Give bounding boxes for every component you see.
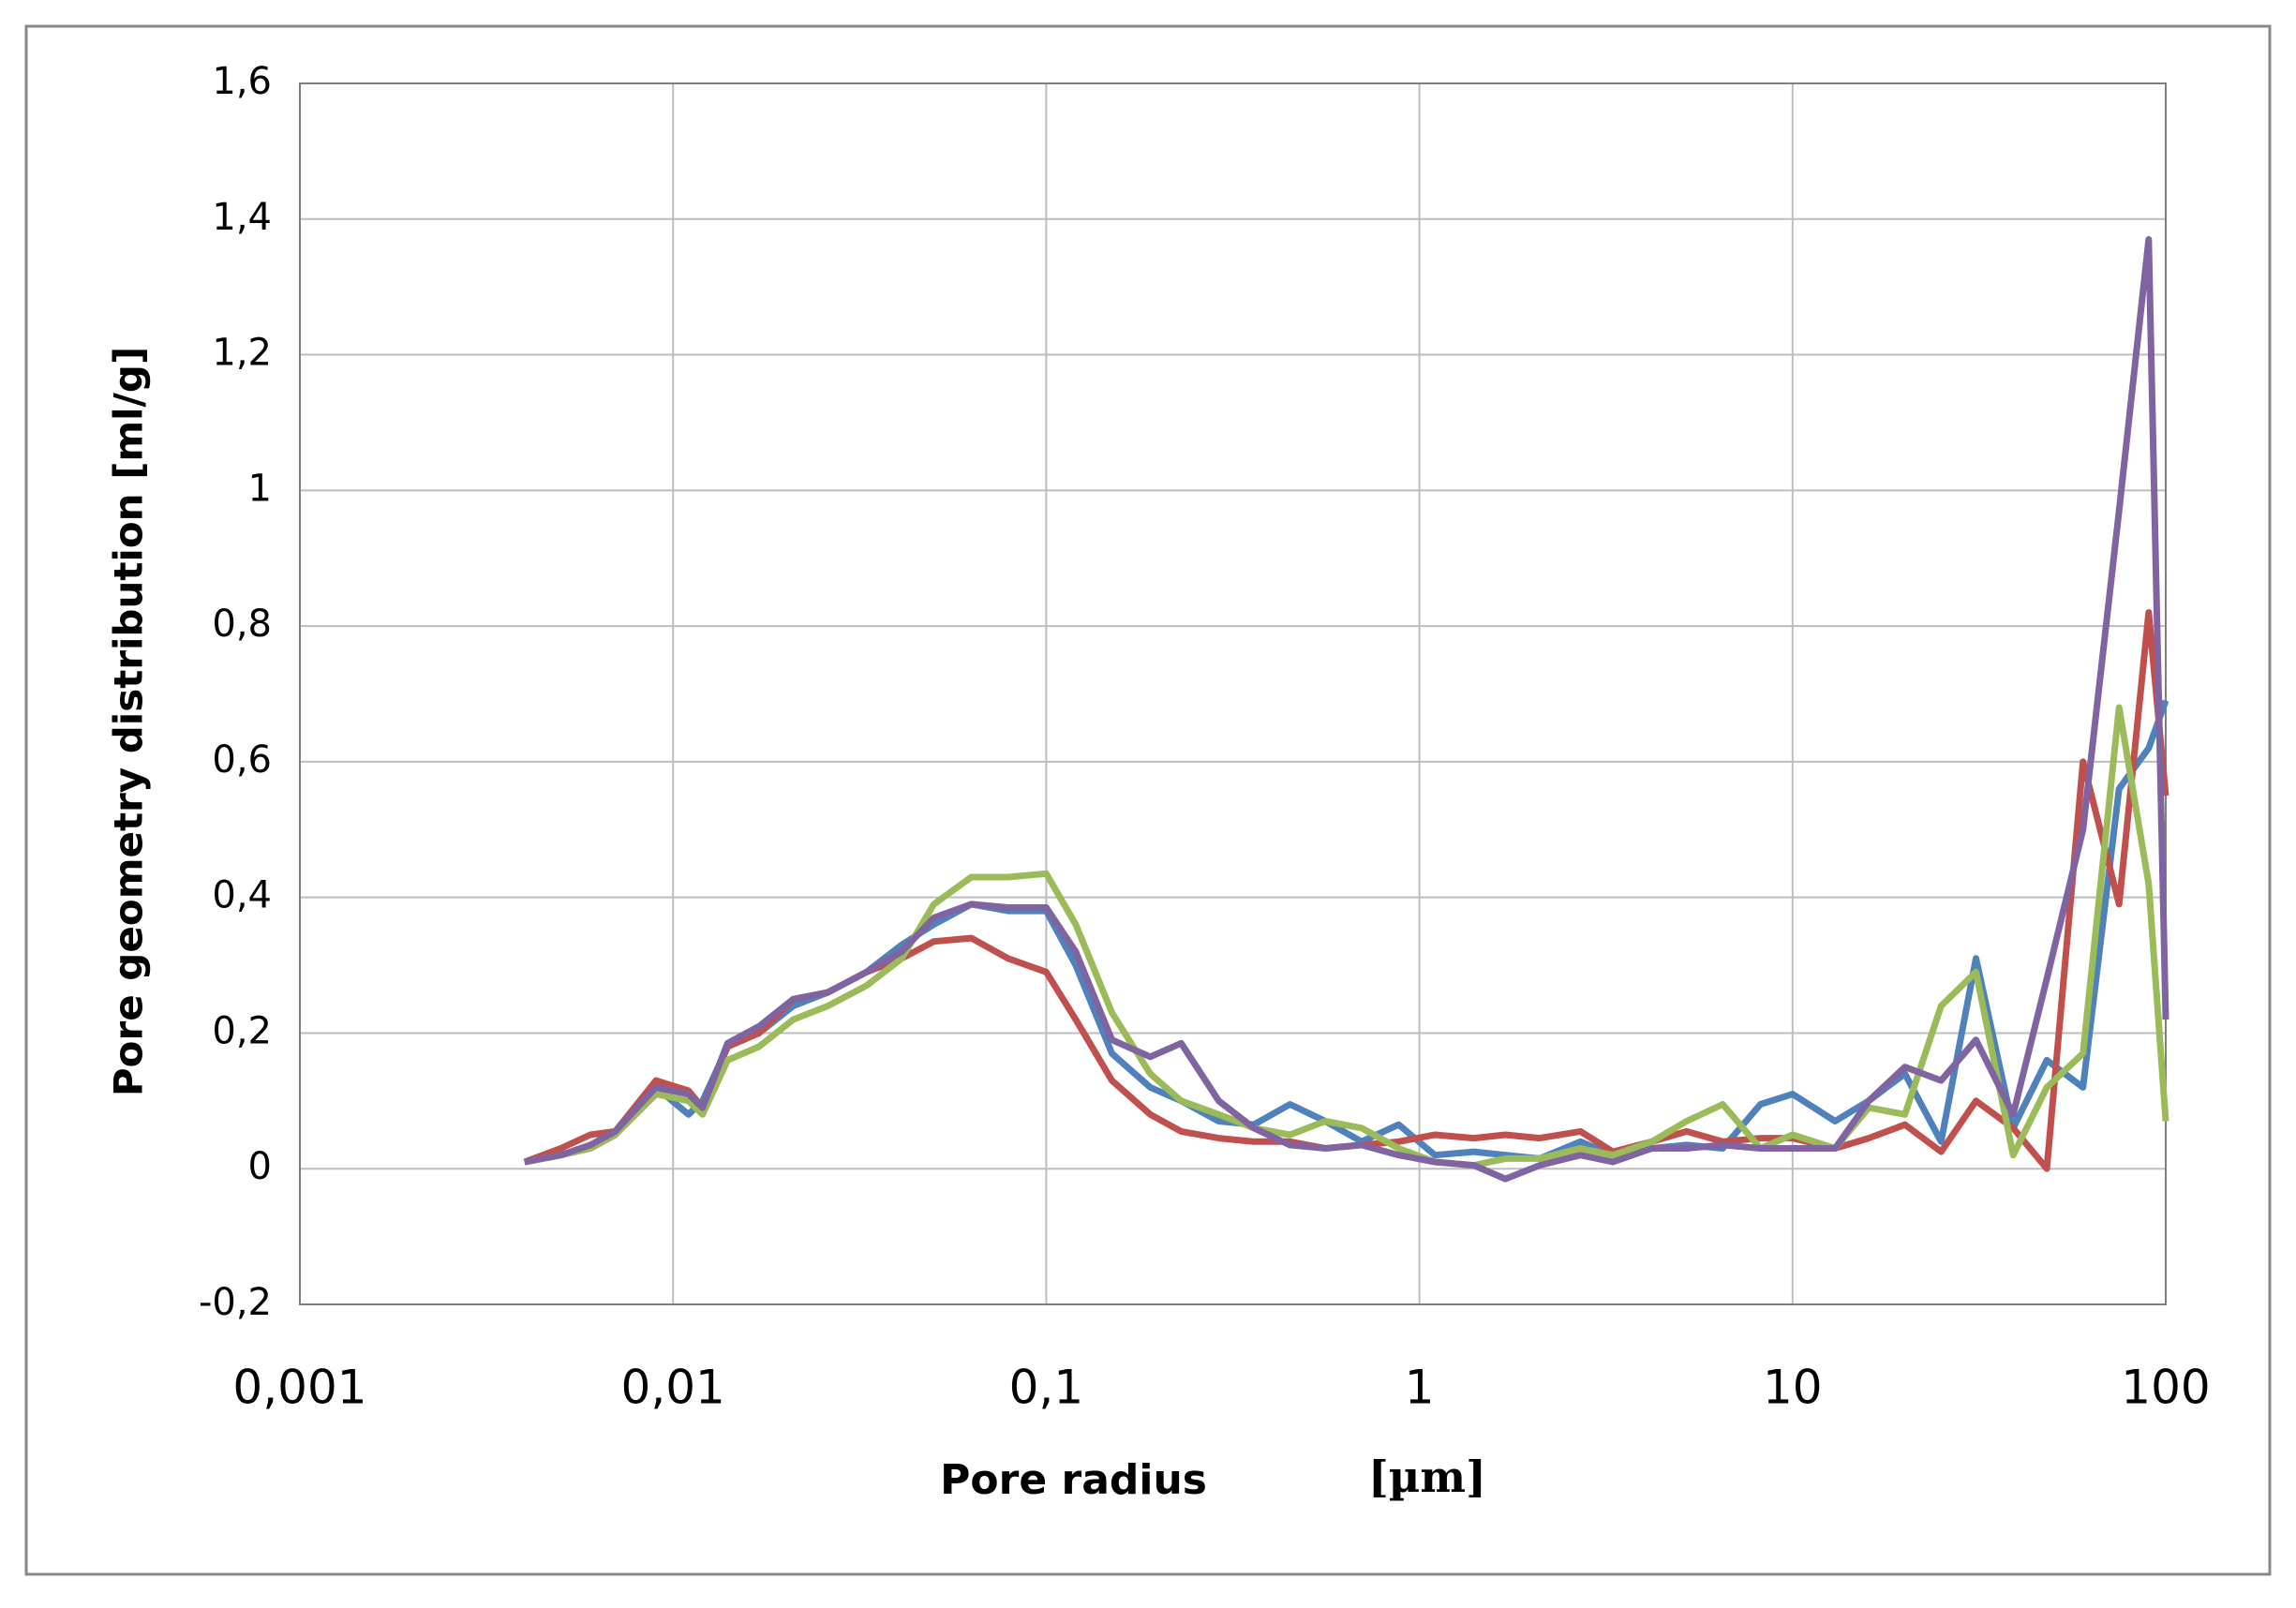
x-tick-label: 1 bbox=[1405, 1361, 1435, 1415]
y-tick-label: 1,6 bbox=[212, 60, 272, 103]
y-tick-label: -0,2 bbox=[199, 1281, 272, 1324]
y-tick-label: 0,6 bbox=[212, 738, 272, 782]
x-axis-unit: [µm] bbox=[1368, 1452, 1486, 1502]
plot-area bbox=[300, 83, 2166, 1304]
y-tick-label: 0,4 bbox=[212, 874, 272, 917]
y-tick-label: 0,8 bbox=[212, 603, 272, 646]
x-tick-label: 100 bbox=[2121, 1361, 2210, 1415]
x-tick-label: 0,01 bbox=[621, 1361, 725, 1415]
data-line bbox=[524, 704, 2169, 1169]
x-tick-label: 0,001 bbox=[232, 1361, 366, 1415]
y-tick-label: 1,4 bbox=[212, 196, 272, 239]
y-tick-label: 1 bbox=[248, 467, 272, 510]
x-tick-label: 10 bbox=[1763, 1361, 1823, 1415]
x-tick-label: 0,1 bbox=[1009, 1361, 1084, 1415]
y-axis-label: Pore geometry distribution [ml/g] bbox=[106, 347, 152, 1096]
x-axis-label: Pore radius bbox=[940, 1456, 1207, 1504]
y-tick-label: 0 bbox=[248, 1145, 272, 1188]
y-tick-label: 0,2 bbox=[212, 1009, 272, 1052]
plot-border bbox=[299, 82, 2167, 1305]
data-line bbox=[524, 236, 2169, 1183]
y-tick-label: 1,2 bbox=[212, 332, 272, 375]
